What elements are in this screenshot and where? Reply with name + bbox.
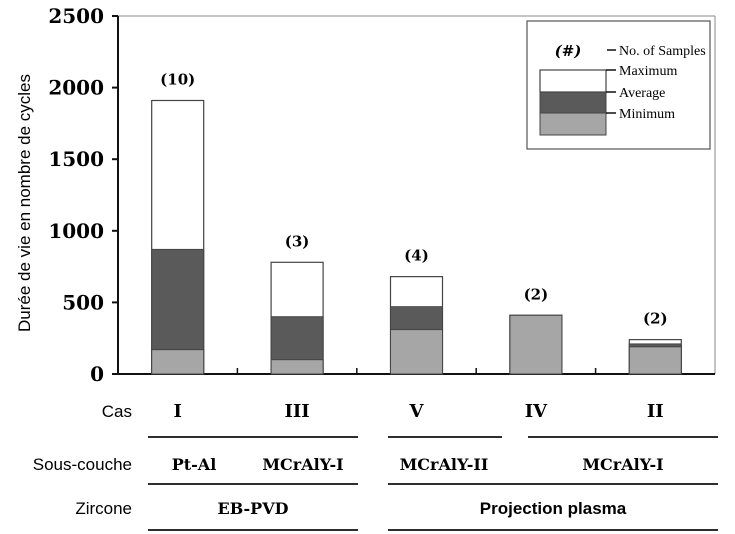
zircone-value: EB-PVD — [218, 499, 289, 518]
bar-minimum-III — [270, 359, 324, 375]
sous-couche-value: MCrAlY-I — [582, 455, 663, 474]
sous-couche-value: MCrAlY-II — [400, 455, 489, 474]
sous-couche-value: MCrAlY-I — [262, 455, 343, 474]
y-tick-label: 1000 — [48, 219, 104, 243]
sample-count-label: (4) — [404, 247, 429, 265]
y-tick-label: 500 — [62, 290, 104, 314]
bar-minimum-IV — [509, 314, 563, 375]
legend-swatch-minimum — [539, 112, 607, 136]
cas-value: V — [409, 401, 425, 422]
legend-samples-label: No. of Samples — [619, 44, 706, 59]
row-label-zircone: Zircone — [75, 499, 132, 518]
cas-value: III — [284, 401, 309, 422]
sample-count-label: (2) — [643, 310, 668, 328]
legend-label-maximum: Maximum — [619, 64, 677, 79]
legend-symbol: (#) — [555, 42, 582, 60]
sample-count-label: (10) — [160, 70, 195, 88]
bar-minimum-II — [628, 346, 682, 375]
cas-value: I — [173, 401, 181, 422]
y-axis-title: Durée de vie en nombre de cycles — [15, 74, 34, 332]
sous-couche-value: Pt-Al — [172, 455, 217, 474]
sample-count-label: (2) — [524, 285, 549, 303]
row-label-sous-couche: Sous-couche — [33, 455, 132, 474]
y-tick-label: 2000 — [48, 76, 104, 100]
bar-minimum-I — [151, 349, 205, 375]
legend-label-minimum: Minimum — [619, 107, 675, 122]
cas-value: II — [647, 401, 664, 422]
legend-label-average: Average — [619, 86, 665, 101]
legend-swatch-maximum — [539, 69, 607, 93]
row-label-cas: Cas — [102, 402, 132, 421]
y-tick-label: 0 — [90, 362, 104, 386]
sample-count-label: (3) — [285, 232, 310, 250]
y-tick-label: 2500 — [48, 4, 104, 28]
cas-value: IV — [525, 401, 548, 422]
legend-swatch-average — [539, 91, 607, 114]
y-tick-label: 1500 — [48, 147, 104, 171]
zircone-value: Projection plasma — [480, 499, 627, 518]
bar-minimum-V — [390, 329, 443, 375]
